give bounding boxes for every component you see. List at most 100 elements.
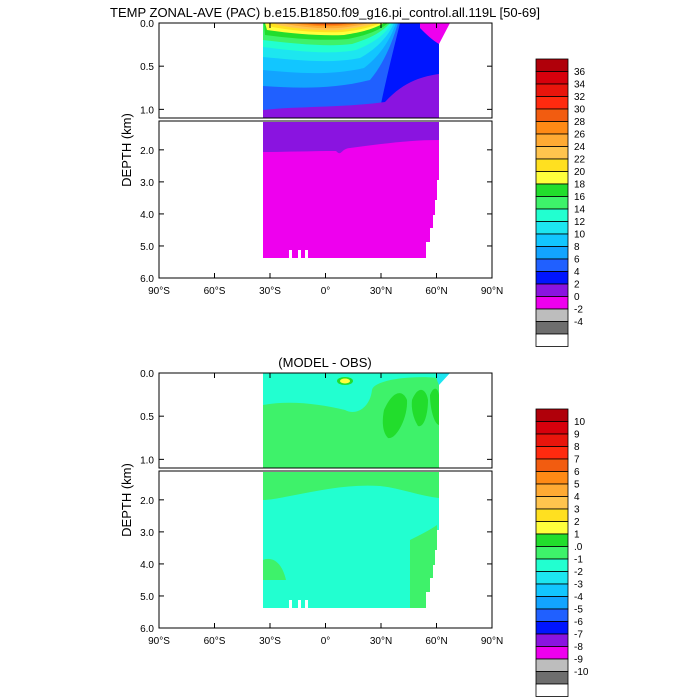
temp-contour-field bbox=[263, 23, 492, 258]
y-tick-label: 2.0 bbox=[140, 496, 154, 507]
colorbar-tick-label: 14 bbox=[574, 205, 586, 216]
colorbar-tick-label: 6 bbox=[574, 467, 580, 478]
axes-bottom: 90°S 60°S 30°S 0° 30°N 60°N 90°N 0.0 0.5 1.0 2.0 3.… bbox=[140, 369, 503, 647]
y-tick-label: 1.0 bbox=[140, 455, 154, 466]
colorbar-tick-label: 10 bbox=[574, 417, 586, 428]
x-tick-label: 90°S bbox=[148, 636, 170, 647]
panel-gap bbox=[159, 118, 492, 121]
y-tick-label: 0.5 bbox=[140, 412, 154, 423]
x-tick-label: 60°N bbox=[425, 636, 447, 647]
colorbar-swatch bbox=[535, 633, 569, 647]
y-tick-label: 3.0 bbox=[140, 528, 154, 539]
colorbar-tick-label: 26 bbox=[574, 130, 586, 141]
colorbar-bottom: 10 98 76 54 32 1.0 -1-2 -3-4 -5-6 -7-8 -9-10 bbox=[535, 408, 589, 697]
colorbar-swatch bbox=[535, 408, 569, 422]
colorbar-swatch bbox=[535, 108, 569, 122]
x-tick-label: 60°S bbox=[204, 286, 226, 297]
colorbar-tick-label: 10 bbox=[574, 230, 586, 241]
colorbar-swatch bbox=[535, 596, 569, 610]
colorbar-swatch bbox=[535, 483, 569, 497]
x-tick-label: 90°S bbox=[148, 286, 170, 297]
colorbar-swatch bbox=[535, 671, 569, 685]
panel-gap bbox=[159, 468, 492, 471]
colorbar-swatch bbox=[535, 171, 569, 185]
y-tick-label: 6.0 bbox=[140, 274, 154, 285]
colorbar-swatch bbox=[535, 471, 569, 485]
colorbar-swatch bbox=[535, 533, 569, 547]
colorbar-swatch bbox=[535, 621, 569, 635]
colorbar-swatch bbox=[535, 96, 569, 110]
colorbar-tick-label: 18 bbox=[574, 180, 586, 191]
colorbar-swatch bbox=[535, 571, 569, 585]
colorbar-swatch bbox=[535, 546, 569, 560]
colorbar-tick-label: .0 bbox=[574, 542, 583, 553]
colorbar-tick-label: 34 bbox=[574, 80, 586, 91]
diff-band-1-2 bbox=[382, 393, 408, 439]
colorbar-tick-label: 7 bbox=[574, 455, 580, 466]
colorbar-swatch bbox=[535, 233, 569, 247]
x-tick-label: 60°N bbox=[425, 286, 447, 297]
x-tick-label: 30°S bbox=[259, 636, 281, 647]
temp-band-2-4-lower bbox=[263, 122, 439, 154]
diff-band-north-surface bbox=[436, 373, 450, 385]
colorbar-swatch bbox=[535, 321, 569, 335]
diff-band-4-5 bbox=[340, 378, 350, 384]
colorbar-tick-label: 4 bbox=[574, 492, 580, 503]
colorbar-swatch bbox=[535, 208, 569, 222]
diff-north-bathymetry-mask bbox=[426, 500, 492, 608]
colorbar-tick-label: -5 bbox=[574, 605, 583, 616]
y-axis-label: DEPTH (km) bbox=[119, 113, 134, 187]
colorbar-tick-label: 5 bbox=[574, 480, 580, 491]
y-axis-label: DEPTH (km) bbox=[119, 463, 134, 537]
x-tick-label: 90°N bbox=[481, 286, 503, 297]
colorbar-swatch bbox=[535, 583, 569, 597]
colorbar-swatch bbox=[535, 446, 569, 460]
colorbar-swatch bbox=[535, 158, 569, 172]
colorbar-tick-label: 28 bbox=[574, 117, 586, 128]
colorbar-swatch bbox=[535, 496, 569, 510]
y-tick-label: 0.0 bbox=[140, 369, 154, 380]
colorbar-tick-label: -8 bbox=[574, 642, 583, 653]
colorbar-tick-label: 36 bbox=[574, 67, 586, 78]
y-tick-label: 3.0 bbox=[140, 178, 154, 189]
plot-title: (MODEL - OBS) bbox=[278, 355, 371, 370]
colorbar-swatch bbox=[535, 646, 569, 660]
x-tick-label: 0° bbox=[321, 636, 331, 647]
colorbar-swatch bbox=[535, 58, 569, 72]
colorbar-tick-label: 20 bbox=[574, 167, 586, 178]
colorbar-swatch bbox=[535, 283, 569, 297]
colorbar-tick-label: 3 bbox=[574, 505, 580, 516]
colorbar-tick-label: -9 bbox=[574, 655, 583, 666]
colorbar-tick-label: 1 bbox=[574, 530, 580, 541]
y-tick-label: 5.0 bbox=[140, 592, 154, 603]
colorbar-tick-label: 4 bbox=[574, 267, 580, 278]
colorbar-tick-label: 2 bbox=[574, 280, 580, 291]
colorbar-tick-label: 2 bbox=[574, 517, 580, 528]
y-tick-label: 6.0 bbox=[140, 624, 154, 635]
y-tick-label: 4.0 bbox=[140, 210, 154, 221]
axes-top: 90°S 60°S 30°S 0° 30°N 60°N 90°N 0.0 0.5 1.0 2.0 3.… bbox=[140, 19, 503, 297]
colorbar-tick-label: 30 bbox=[574, 105, 586, 116]
colorbar-tick-label: -7 bbox=[574, 630, 583, 641]
colorbar-swatch bbox=[535, 183, 569, 197]
colorbar-tick-label: -1 bbox=[574, 555, 583, 566]
colorbar-tick-label: -3 bbox=[574, 580, 583, 591]
temp-bathymetry-gap bbox=[289, 250, 292, 258]
colorbar-tick-label: 6 bbox=[574, 255, 580, 266]
colorbar-swatch bbox=[535, 258, 569, 272]
colorbar-swatch bbox=[535, 83, 569, 97]
colorbar-swatch bbox=[535, 508, 569, 522]
colorbar-tick-label: 32 bbox=[574, 92, 586, 103]
colorbar-tick-label: 8 bbox=[574, 242, 580, 253]
colorbar-tick-label: 12 bbox=[574, 217, 586, 228]
temp-north-bathymetry-mask bbox=[426, 150, 492, 258]
colorbar-swatch bbox=[535, 421, 569, 435]
colorbar-tick-label: -2 bbox=[574, 567, 583, 578]
diff-band-1-2 bbox=[411, 389, 428, 427]
colorbar-tick-label: 24 bbox=[574, 142, 586, 153]
colorbar-tick-label: 22 bbox=[574, 155, 586, 166]
plot-title: TEMP ZONAL-AVE (PAC) b.e15.B1850.f09_g16… bbox=[110, 5, 540, 20]
diff-bathymetry-gap bbox=[305, 600, 308, 608]
